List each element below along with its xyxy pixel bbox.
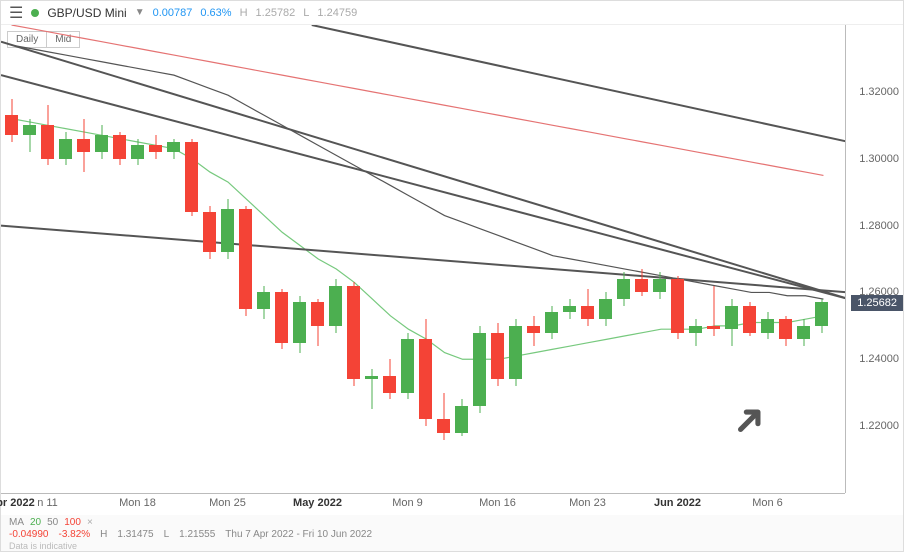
bottom-info: MA 20 50 100 × -0.04990 -3.82% H 1.31475…	[1, 515, 903, 551]
stats-l-label: L	[164, 529, 170, 540]
candle	[365, 25, 378, 493]
stats-chg: -0.04990	[9, 529, 48, 540]
candle	[689, 25, 702, 493]
candle	[455, 25, 468, 493]
candle	[113, 25, 126, 493]
x-tick: Mon 9	[392, 497, 423, 509]
candle	[41, 25, 54, 493]
low-label: L	[303, 7, 309, 19]
candle	[599, 25, 612, 493]
x-tick: Mon 18	[119, 497, 156, 509]
candle	[383, 25, 396, 493]
candle	[761, 25, 774, 493]
candle	[653, 25, 666, 493]
candle	[5, 25, 18, 493]
y-tick: 1.24000	[859, 353, 899, 365]
candle	[347, 25, 360, 493]
stats-range: Thu 7 Apr 2022 - Fri 10 Jun 2022	[225, 529, 372, 540]
candle	[707, 25, 720, 493]
y-axis: 1.320001.300001.280001.260001.240001.220…	[845, 25, 903, 493]
change-pct: 0.63%	[200, 7, 231, 19]
ma20-label: 20	[30, 517, 41, 528]
stats-chg-pct: -3.82%	[58, 529, 90, 540]
candle	[131, 25, 144, 493]
header-bar: ☰ GBP/USD Mini ▼ 0.00787 0.63% H 1.25782…	[1, 1, 903, 25]
x-tick: Mon 16	[479, 497, 516, 509]
y-tick: 1.30000	[859, 153, 899, 165]
stats-row: -0.04990 -3.82% H 1.31475 L 1.21555 Thu …	[9, 529, 895, 540]
ma50-label: 50	[47, 517, 58, 528]
candle	[545, 25, 558, 493]
ma100-label: 100	[64, 517, 81, 528]
stats-h: 1.31475	[117, 529, 153, 540]
disclaimer: Data is indicative	[9, 541, 895, 551]
candle	[725, 25, 738, 493]
x-tick: Mon 25	[209, 497, 246, 509]
stats-h-label: H	[100, 529, 107, 540]
chart-area[interactable]: Daily Mid ➜	[1, 25, 845, 493]
candle	[671, 25, 684, 493]
candle	[617, 25, 630, 493]
candle	[329, 25, 342, 493]
ma-label: MA	[9, 517, 24, 528]
y-tick: 1.32000	[859, 86, 899, 98]
candle	[509, 25, 522, 493]
high-value: 1.25782	[256, 7, 296, 19]
candle	[23, 25, 36, 493]
menu-icon[interactable]: ☰	[9, 3, 23, 23]
candle	[779, 25, 792, 493]
candle	[419, 25, 432, 493]
x-tick: n 11	[37, 497, 58, 509]
y-tick: 1.22000	[859, 420, 899, 432]
x-tick: May 2022	[293, 497, 342, 509]
candle	[77, 25, 90, 493]
candle	[401, 25, 414, 493]
high-label: H	[240, 7, 248, 19]
candle	[275, 25, 288, 493]
candle	[95, 25, 108, 493]
ma-indicator-row: MA 20 50 100 ×	[9, 517, 895, 528]
close-icon[interactable]: ×	[87, 517, 93, 528]
candle	[149, 25, 162, 493]
candle	[491, 25, 504, 493]
candle	[185, 25, 198, 493]
current-price-tag: 1.25682	[851, 295, 903, 311]
stats-l: 1.21555	[179, 529, 215, 540]
candle	[257, 25, 270, 493]
x-tick: Apr 2022	[0, 497, 35, 509]
x-tick: Mon 6	[752, 497, 783, 509]
x-tick: Jun 2022	[654, 497, 701, 509]
x-axis: Apr 2022n 11 Mon 18 Mon 25 May 2022 Mon 9 Mon…	[1, 493, 845, 515]
candle	[743, 25, 756, 493]
candle	[635, 25, 648, 493]
candle	[563, 25, 576, 493]
candle	[815, 25, 828, 493]
candle	[437, 25, 450, 493]
status-dot	[31, 9, 39, 17]
chart-wrap: Daily Mid ➜ 1.320001.300001.280001.26000…	[1, 25, 903, 515]
candle	[581, 25, 594, 493]
candle	[59, 25, 72, 493]
low-value: 1.24759	[317, 7, 357, 19]
candle	[221, 25, 234, 493]
candle	[797, 25, 810, 493]
candle	[293, 25, 306, 493]
candle	[167, 25, 180, 493]
chevron-down-icon[interactable]: ▼	[135, 7, 145, 18]
candle	[473, 25, 486, 493]
candle	[239, 25, 252, 493]
change-value: 0.00787	[153, 7, 193, 19]
candle	[203, 25, 216, 493]
candle	[311, 25, 324, 493]
y-tick: 1.28000	[859, 220, 899, 232]
x-tick: Mon 23	[569, 497, 606, 509]
symbol-label[interactable]: GBP/USD Mini	[47, 6, 126, 20]
candle	[527, 25, 540, 493]
